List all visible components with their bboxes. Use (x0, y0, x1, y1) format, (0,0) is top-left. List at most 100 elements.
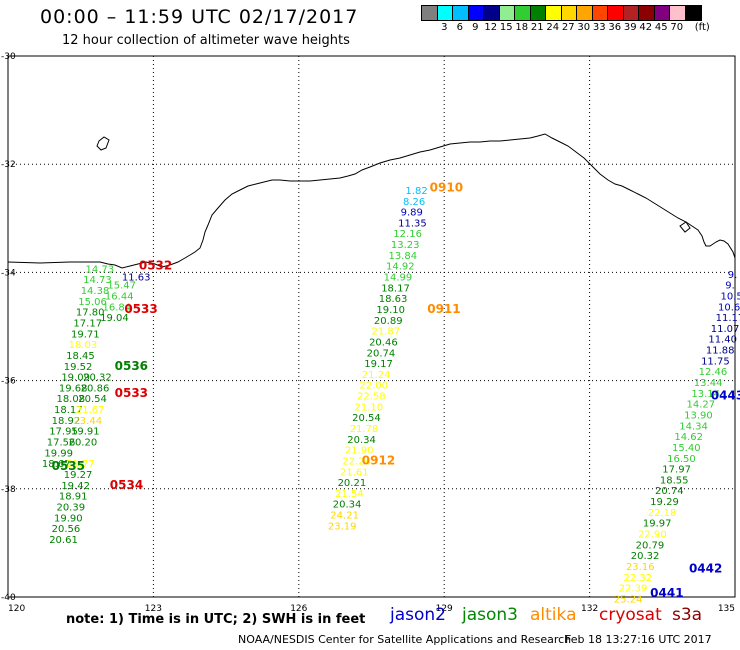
legend-label: 45 (654, 22, 668, 33)
pass-time-label: 0441 (650, 586, 683, 600)
lat-tick-label: -32 (1, 160, 16, 170)
lat-tick-label: -40 (1, 593, 16, 603)
island-path (96, 136, 110, 151)
wave-height-label: 18.17 (381, 283, 410, 294)
wave-height-label: 19.91 (71, 427, 100, 438)
satellite-altika: altika (530, 605, 577, 625)
wave-height-label: 13.23 (391, 240, 420, 251)
legend-label: 6 (456, 22, 463, 33)
wave-height-label: 15.40 (672, 443, 701, 454)
lon-tick-label: 132 (581, 604, 598, 614)
wave-height-label: 14.92 (386, 262, 415, 273)
legend-label: 70 (670, 22, 684, 33)
legend-label: 18 (515, 22, 529, 33)
wave-height-label: 19.04 (100, 313, 129, 324)
wave-height-label: 14.38 (81, 286, 110, 297)
legend-swatch (422, 6, 438, 20)
wave-height-label: 20.32 (83, 373, 112, 384)
wave-height-label: 18.55 (660, 475, 689, 486)
wave-height-label: 17.95 (49, 427, 78, 438)
legend-swatch (561, 6, 577, 20)
legend-swatch (484, 6, 500, 20)
wave-height-label: 9. (728, 270, 738, 281)
map-subtitle: 12 hour collection of altimeter wave hei… (62, 33, 350, 48)
wave-height-label: 9. (725, 281, 735, 292)
wave-height-label: 19.99 (44, 448, 73, 459)
satellite-jason3: jason3 (462, 605, 518, 625)
wave-height-label: 16.44 (105, 291, 134, 302)
wave-height-label: 19.97 (643, 519, 672, 530)
legend-swatch (685, 6, 701, 20)
wave-height-label: 16.84 (103, 302, 132, 313)
wave-height-label: 14.34 (679, 421, 708, 432)
wave-height-label: 10.60 (718, 302, 740, 313)
legend-swatch (654, 6, 670, 20)
wave-height-label: 11.17 (716, 313, 740, 324)
legend-label: 24 (546, 22, 560, 33)
wave-height-label: 9.89 (401, 208, 423, 219)
wave-height-label: 13.44 (694, 378, 723, 389)
wave-height-label: 11.88 (706, 346, 735, 357)
wave-height-label: 14.73 (83, 275, 112, 286)
wave-height-label: 19.52 (64, 362, 93, 373)
pass-time-label: 0442 (689, 562, 722, 576)
wave-height-label: 18.92 (52, 416, 81, 427)
wave-height-label: 13.84 (388, 251, 417, 262)
wave-height-label: 22.00 (359, 381, 388, 392)
wave-height-label: 13.90 (684, 410, 713, 421)
wave-height-label: 21.54 (335, 489, 364, 500)
wave-height-label: 14.27 (687, 400, 716, 411)
wave-height-label: 11.75 (701, 356, 730, 367)
wave-height-label: 18.91 (59, 492, 88, 503)
wave-height-label: 21.24 (362, 370, 391, 381)
wave-height-label: 18.67 (42, 459, 71, 470)
wave-height-label: 20.86 (81, 383, 110, 394)
lat-tick-label: -34 (1, 268, 16, 278)
map-title: 00:00 – 11:59 UTC 02/17/2017 (40, 6, 359, 28)
legend-swatch (468, 6, 484, 20)
pass-time-label: 0910 (430, 180, 463, 194)
pass-time-label: 0532 (139, 259, 172, 273)
lon-tick-label: 129 (436, 604, 453, 614)
wave-height-label: 19.17 (364, 359, 393, 370)
wave-height-label: 11.40 (708, 335, 737, 346)
wave-height-label: 22.58 (357, 392, 386, 403)
wave-height-label: 17.97 (662, 465, 691, 476)
wave-height-label: 11.35 (398, 218, 427, 229)
legend-label: 42 (639, 22, 653, 33)
wave-height-label: 22.18 (648, 508, 677, 519)
legend-swatch (623, 6, 639, 20)
legend-label: 12 (484, 22, 498, 33)
color-legend (421, 5, 702, 21)
satellite-s3a: s3a (672, 605, 703, 625)
legend-swatch (530, 6, 546, 20)
note-text: note: 1) Time is in UTC; 2) SWH is in fe… (66, 612, 366, 627)
legend-unit: (ft) (694, 22, 710, 33)
wave-height-label: 20.21 (338, 478, 367, 489)
legend-label: 21 (530, 22, 544, 33)
wave-height-label: 18.63 (379, 294, 408, 305)
wave-height-label: 19.71 (71, 329, 100, 340)
coastline (7, 133, 736, 269)
wave-height-label: 14.62 (674, 432, 703, 443)
legend-label: 33 (592, 22, 606, 33)
wave-height-label: 8.26 (403, 197, 425, 208)
pass-time-label: 0912 (362, 453, 395, 467)
wave-height-label: 17.80 (76, 308, 105, 319)
wave-height-label: 20.54 (78, 394, 107, 405)
wave-height-label: 20.46 (369, 337, 398, 348)
legend-swatch (515, 6, 531, 20)
lon-tick-label: 126 (290, 604, 307, 614)
wave-height-label: 10.5 (720, 291, 740, 302)
legend-swatch (437, 6, 453, 20)
wave-height-label: 20.34 (333, 500, 362, 511)
wave-height-label: 24.21 (330, 511, 359, 522)
wave-height-label: 16.50 (667, 454, 696, 465)
wave-height-label: 21.10 (355, 402, 384, 413)
color-legend-labels: 3 6 9 12 15 18 21 24 27 30 33 36 39 42 45 70 (ft) (421, 22, 740, 36)
wave-height-label: 14.99 (384, 273, 413, 284)
wave-height-label: 21.77 (66, 459, 95, 470)
legend-swatch (499, 6, 515, 20)
wave-height-label: 12.16 (393, 229, 422, 240)
